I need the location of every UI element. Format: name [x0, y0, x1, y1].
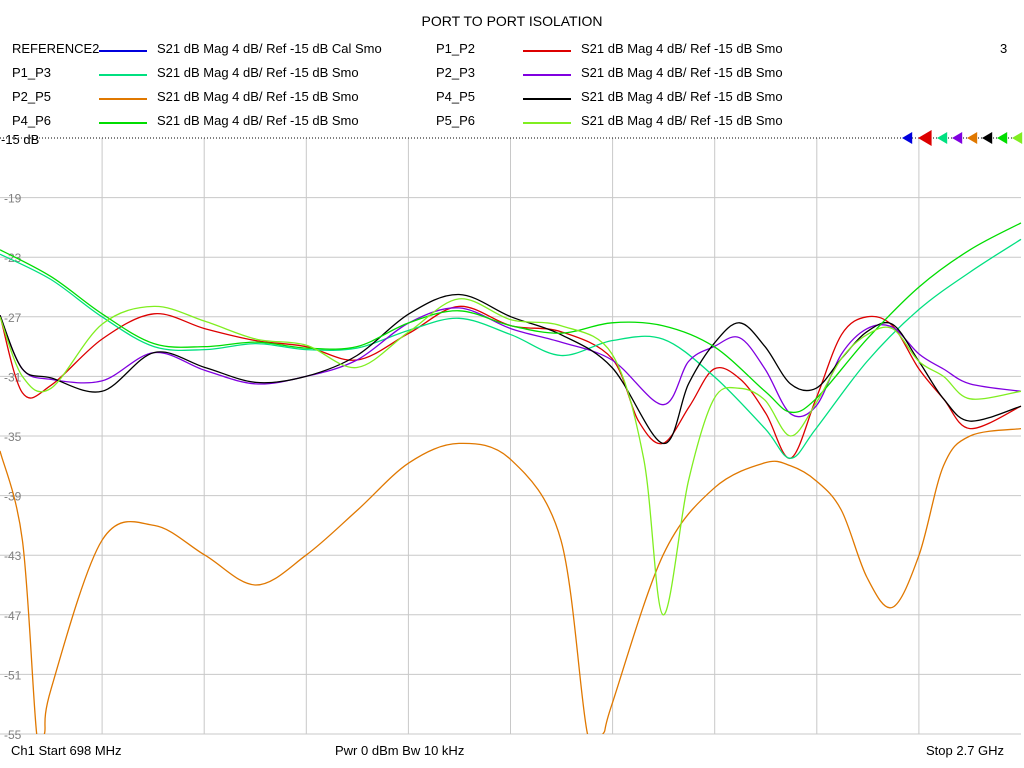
- legend-entry-p5-p6: P5_P6 S21 dB Mag 4 dB/ Ref -15 dB Smo: [436, 113, 856, 133]
- legend-swatch: [523, 74, 571, 76]
- marker-p1-p3: [937, 132, 948, 144]
- legend-series-name: P1_P2: [436, 41, 476, 56]
- legend-entry-p2-p3: P2_P3 S21 dB Mag 4 dB/ Ref -15 dB Smo: [436, 65, 856, 85]
- legend-swatch: [523, 122, 571, 124]
- legend-entry-p4-p6: P4_P6 S21 dB Mag 4 dB/ Ref -15 dB Smo: [12, 113, 432, 133]
- legend-swatch: [99, 122, 147, 124]
- legend-trace-settings: S21 dB Mag 4 dB/ Ref -15 dB Smo: [581, 41, 783, 56]
- y-tick-label: -39: [4, 490, 22, 504]
- series-line-p4-p6: [0, 222, 1022, 414]
- footer-power-bandwidth: Pwr 0 dBm Bw 10 kHz: [335, 743, 465, 758]
- legend-series-name: P2_P5: [12, 89, 52, 104]
- footer-start-frequency: Ch1 Start 698 MHz: [11, 743, 122, 758]
- legend-series-name: P4_P5: [436, 89, 476, 104]
- chart-title: PORT TO PORT ISOLATION: [421, 13, 603, 29]
- y-tick-label: -31: [4, 370, 22, 384]
- series-line-p4-p5: [0, 293, 1022, 445]
- legend-trace-settings: S21 dB Mag 4 dB/ Ref -15 dB Smo: [581, 89, 783, 104]
- legend-entry-reference2: REFERENCE2 S21 dB Mag 4 dB/ Ref -15 dB Ca…: [12, 41, 432, 61]
- legend-trace-settings: S21 dB Mag 4 dB/ Ref -15 dB Cal Smo: [157, 41, 382, 56]
- marker-p4-p5: [982, 132, 993, 144]
- y-tick-label: -51: [4, 668, 22, 682]
- reference-markers: [902, 130, 1023, 146]
- y-tick-label: -55: [4, 728, 22, 742]
- legend-entry-p4-p5: P4_P5 S21 dB Mag 4 dB/ Ref -15 dB Smo: [436, 89, 856, 109]
- legend-series-name: P1_P3: [12, 65, 52, 80]
- legend-trace-settings: S21 dB Mag 4 dB/ Ref -15 dB Smo: [157, 89, 359, 104]
- series-line-p5-p6: [0, 298, 1022, 616]
- y-tick-label: -27: [4, 311, 22, 325]
- legend-entry-p1-p3: P1_P3 S21 dB Mag 4 dB/ Ref -15 dB Smo: [12, 65, 432, 85]
- legend-swatch: [523, 50, 571, 52]
- y-tick-label: -19: [4, 192, 22, 206]
- legend-series-name: P4_P6: [12, 113, 52, 128]
- legend-entry-p2-p5: P2_P5 S21 dB Mag 4 dB/ Ref -15 dB Smo: [12, 89, 432, 109]
- reference-level-label: -15 dB: [1, 132, 39, 147]
- marker-p2-p5: [967, 132, 978, 144]
- y-tick-label: -47: [4, 609, 22, 623]
- y-axis: -19-23-27-31-35-39-43-47-51-55-15 dB: [1, 132, 39, 742]
- marker-p4-p6: [997, 132, 1008, 144]
- series-line-p2-p5: [0, 427, 1022, 734]
- legend-series-name: P2_P3: [436, 65, 476, 80]
- series-line-p1-p2: [0, 305, 1022, 459]
- grid: [0, 137, 1022, 735]
- channel-number: 3: [1000, 41, 1008, 56]
- y-tick-label: -43: [4, 549, 22, 563]
- marker-reference2: [902, 132, 913, 144]
- series-layer: [0, 222, 1022, 734]
- y-tick-label: -35: [4, 430, 22, 444]
- legend-swatch: [99, 50, 147, 52]
- legend-entry-p1-p2: P1_P2 S21 dB Mag 4 dB/ Ref -15 dB Smo: [436, 41, 856, 61]
- legend-swatch: [523, 98, 571, 100]
- footer-stop-frequency: Stop 2.7 GHz: [926, 743, 1005, 758]
- marker-p5-p6: [1012, 132, 1023, 144]
- legend-series-name: REFERENCE2: [12, 41, 100, 56]
- legend-swatch: [99, 98, 147, 100]
- legend-series-name: P5_P6: [436, 113, 476, 128]
- legend-trace-settings: S21 dB Mag 4 dB/ Ref -15 dB Smo: [581, 65, 783, 80]
- legend-trace-settings: S21 dB Mag 4 dB/ Ref -15 dB Smo: [581, 113, 783, 128]
- legend-trace-settings: S21 dB Mag 4 dB/ Ref -15 dB Smo: [157, 65, 359, 80]
- series-line-p1-p3: [0, 238, 1022, 459]
- legend-swatch: [99, 74, 147, 76]
- marker-p2-p3: [952, 132, 963, 144]
- legend-trace-settings: S21 dB Mag 4 dB/ Ref -15 dB Smo: [157, 113, 359, 128]
- marker-p1-p2: [918, 130, 932, 146]
